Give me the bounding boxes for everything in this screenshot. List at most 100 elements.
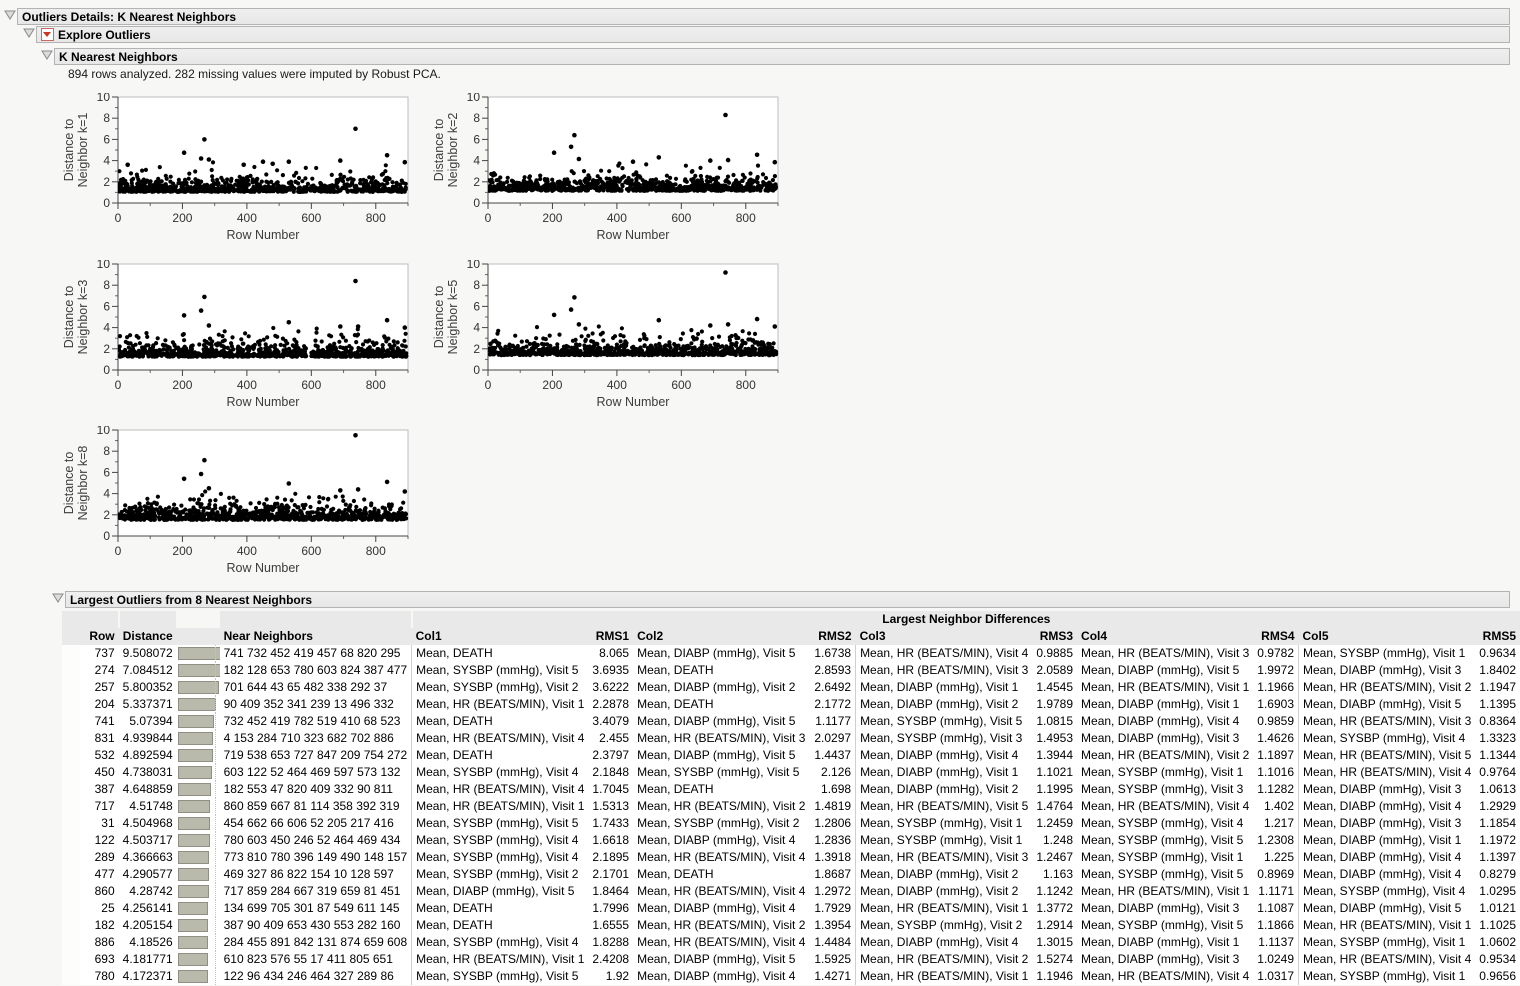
table-row[interactable]: 886 4.18526 284 455 891 842 131 874 659 60… [62,934,1520,951]
x-tick-label: 0 [115,211,122,225]
outline-bar-largest-outliers[interactable]: Largest Outliers from 8 Nearest Neighbor… [65,591,1510,608]
y-tick-label: 8 [473,278,480,292]
cell-rms2: 2.0297 [810,730,856,747]
cell-col2: Mean, HR (BEATS/MIN), Visit 2 [633,917,811,934]
distance-bar-cell [176,951,220,968]
table-row[interactable]: 122 4.503717 780 603 450 246 52 464 469 43… [62,832,1520,849]
cell-rms5: 1.0602 [1475,934,1520,951]
cell-distance: 4.738031 [118,764,177,781]
scatter-plot-svg-k8[interactable]: 0 2 4 6 8 10 0 200 400 600 800 Row Number Distance t… [60,423,412,576]
y-tick-label: 0 [473,196,480,210]
table-row[interactable]: 274 7.084512 182 128 653 780 603 824 387 4… [62,662,1520,679]
cell-col3: Mean, DIABP (mmHg), Visit 2 [855,696,1033,713]
cell-col2: Mean, HR (BEATS/MIN), Visit 4 [633,934,811,951]
table-row[interactable]: 257 5.800352 701 644 43 65 482 338 292 37 M… [62,679,1520,696]
cell-row-number: 289 [80,849,119,866]
distance-bar [177,749,213,762]
disclosure-triangle-explore-outliers[interactable] [23,28,35,39]
knn-distance-plot-k3[interactable]: 0 2 4 6 8 10 0 200 400 600 800 Row Number Distance t… [60,257,412,413]
cell-col5: Mean, HR (BEATS/MIN), Visit 4 [1298,951,1476,968]
table-row[interactable]: 477 4.290577 469 327 86 822 154 10 128 597… [62,866,1520,883]
cell-rms4: 1.1016 [1253,764,1299,781]
y-tick-label: 4 [103,154,110,168]
table-row[interactable]: 737 9.508072 741 732 452 419 457 68 820 29… [62,645,1520,662]
outline-bar-explore-outliers[interactable]: Explore Outliers [36,26,1510,43]
cell-col3: Mean, HR (BEATS/MIN), Visit 4 [855,645,1033,662]
cell-rms2: 1.4484 [810,934,856,951]
outline-bar-outliers-details[interactable]: Outliers Details: K Nearest Neighbors [17,8,1510,25]
cell-rms5: 1.0613 [1475,781,1520,798]
table-row[interactable]: 532 4.892594 719 538 653 727 847 209 754 2… [62,747,1520,764]
distance-bar-cell [176,713,220,730]
cell-rms4: 1.1966 [1253,679,1299,696]
cell-rms1: 1.7433 [588,815,634,832]
red-triangle-menu-button[interactable] [41,28,54,41]
scatter-plot-svg-k1[interactable]: 0 2 4 6 8 10 0 200 400 600 800 Row Number Distance t… [60,90,412,243]
table-row[interactable]: 717 4.51748 860 859 667 81 114 358 392 319… [62,798,1520,815]
cell-row-number: 387 [80,781,119,798]
table-row[interactable]: 860 4.28742 717 859 284 667 319 659 81 451… [62,883,1520,900]
cell-col1: Mean, DEATH [411,917,589,934]
cell-rms3: 1.0815 [1032,713,1078,730]
cell-col3: Mean, DIABP (mmHg), Visit 2 [855,883,1033,900]
table-row[interactable]: 831 4.939844 4 153 284 710 323 682 702 886… [62,730,1520,747]
cell-rms4: 1.1171 [1253,883,1299,900]
cell-near-neighbors: 469 327 86 822 154 10 128 597 [219,866,412,883]
cell-col4: Mean, DIABP (mmHg), Visit 1 [1077,934,1254,951]
cell-near-neighbors: 454 662 66 606 52 205 217 416 [219,815,412,832]
y-tick-label: 8 [473,111,480,125]
distance-bar [177,732,214,745]
outline-title-level3: K Nearest Neighbors [59,49,178,64]
cell-col5: Mean, SYSBP (mmHg), Visit 1 [1298,645,1476,662]
table-row[interactable]: 182 4.205154 387 90 409 653 430 553 282 16… [62,917,1520,934]
y-tick-label: 8 [103,278,110,292]
disclosure-triangle-outliers-details[interactable] [4,10,16,21]
x-tick-label: 0 [115,544,122,558]
distance-bar-cell [176,747,220,764]
cell-rms4: 1.9972 [1253,662,1299,679]
scatter-plot-svg-k3[interactable]: 0 2 4 6 8 10 0 200 400 600 800 Row Number Distance t… [60,257,412,410]
cell-rms5: 0.9764 [1475,764,1520,781]
cell-rms5: 0.9534 [1475,951,1520,968]
knn-distance-plot-k5[interactable]: 0 2 4 6 8 10 0 200 400 600 800 Row Number Distance t… [430,257,782,413]
table-row[interactable]: 780 4.172371 122 96 434 246 464 327 289 86… [62,968,1520,985]
knn-distance-plot-k1[interactable]: 0 2 4 6 8 10 0 200 400 600 800 Row Number Distance t… [60,90,412,246]
disclosure-triangle-knn[interactable] [41,50,53,61]
cell-rms5: 1.1947 [1475,679,1520,696]
x-tick-label: 800 [736,211,756,225]
table-row[interactable]: 450 4.738031 603 122 52 464 469 597 573 13… [62,764,1520,781]
y-tick-label: 6 [103,299,110,313]
distance-bar [177,647,220,660]
cell-distance: 4.648859 [118,781,177,798]
table-row[interactable]: 25 4.256141 134 699 705 301 87 549 611 145… [62,900,1520,917]
row-gutter [62,849,81,866]
y-tick-label: 6 [103,132,110,146]
table-row[interactable]: 387 4.648859 182 553 47 820 409 332 90 811… [62,781,1520,798]
table-row[interactable]: 693 4.181771 610 823 576 55 17 411 805 651… [62,951,1520,968]
cell-rms2: 2.1772 [810,696,856,713]
table-row[interactable]: 289 4.366663 773 810 780 396 149 490 148 1… [62,849,1520,866]
cell-rms3: 1.163 [1032,866,1078,883]
cell-col2: Mean, DIABP (mmHg), Visit 4 [633,900,811,917]
cell-col1: Mean, SYSBP (mmHg), Visit 2 [411,866,589,883]
scatter-plot-svg-k2[interactable]: 0 2 4 6 8 10 0 200 400 600 800 Row Number Distance t… [430,90,782,243]
table-row[interactable]: 31 4.504968 454 662 66 606 52 205 217 416 M… [62,815,1520,832]
y-axis-label-line: Neighbor k=1 [76,113,90,188]
cell-distance: 7.084512 [118,662,177,679]
knn-distance-plot-k2[interactable]: 0 2 4 6 8 10 0 200 400 600 800 Row Number Distance t… [430,90,782,246]
cell-col1: Mean, DEATH [411,900,589,917]
cell-near-neighbors: 717 859 284 667 319 659 81 451 [219,883,412,900]
cell-rms1: 2.1895 [588,849,634,866]
x-tick-label: 200 [172,544,192,558]
cell-near-neighbors: 773 810 780 396 149 490 148 157 [219,849,412,866]
disclosure-triangle-largest-outliers[interactable] [52,593,64,604]
outline-bar-knn[interactable]: K Nearest Neighbors [54,48,1510,65]
cell-col5: Mean, DIABP (mmHg), Visit 3 [1298,662,1476,679]
table-row[interactable]: 741 5.07394 732 452 419 782 519 410 68 523… [62,713,1520,730]
distance-bar [177,783,212,796]
knn-distance-plot-k8[interactable]: 0 2 4 6 8 10 0 200 400 600 800 Row Number Distance t… [60,423,412,579]
cell-distance: 4.172371 [118,968,177,985]
cell-near-neighbors: 732 452 419 782 519 410 68 523 [219,713,412,730]
table-row[interactable]: 204 5.337371 90 409 352 341 239 13 496 332… [62,696,1520,713]
scatter-plot-svg-k5[interactable]: 0 2 4 6 8 10 0 200 400 600 800 Row Number Distance t… [430,257,782,410]
